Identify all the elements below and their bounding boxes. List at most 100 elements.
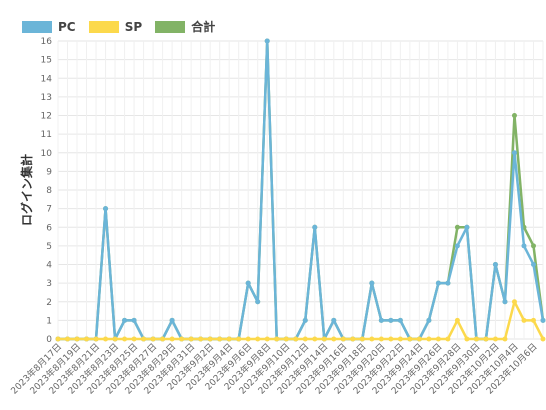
data-point-pc[interactable]	[511, 150, 517, 156]
legend-item-pc[interactable]: PC	[22, 16, 76, 35]
legend-swatch-total	[155, 20, 186, 33]
data-point-sp[interactable]	[435, 336, 441, 342]
data-point-sp[interactable]	[473, 336, 479, 342]
data-point-sp[interactable]	[445, 336, 451, 342]
data-point-sp[interactable]	[264, 336, 270, 342]
data-point-sp[interactable]	[207, 336, 213, 342]
data-point-sp[interactable]	[521, 317, 527, 323]
y-tick-label: 5	[46, 242, 52, 252]
data-point-sp[interactable]	[378, 336, 384, 342]
data-point-sp[interactable]	[84, 336, 90, 342]
data-point-sp[interactable]	[388, 336, 394, 342]
data-point-sp[interactable]	[169, 336, 175, 342]
data-point-pc[interactable]	[426, 317, 432, 323]
data-point-sp[interactable]	[188, 336, 194, 342]
data-point-sp[interactable]	[369, 336, 375, 342]
x-axis-ticks: 2023年8月17日2023年8月19日2023年8月21日2023年8月23日…	[8, 341, 539, 397]
data-point-total[interactable]	[454, 224, 460, 230]
data-point-pc[interactable]	[502, 299, 508, 305]
data-point-pc[interactable]	[103, 206, 109, 212]
data-point-sp[interactable]	[141, 336, 147, 342]
y-tick-label: 14	[41, 74, 53, 84]
data-point-sp[interactable]	[103, 336, 109, 342]
data-point-sp[interactable]	[426, 336, 432, 342]
data-point-pc[interactable]	[454, 243, 460, 249]
data-point-pc[interactable]	[122, 317, 128, 323]
data-point-sp[interactable]	[93, 336, 99, 342]
data-point-sp[interactable]	[283, 336, 289, 342]
data-point-total[interactable]	[511, 113, 517, 118]
data-point-pc[interactable]	[397, 317, 403, 323]
data-point-total[interactable]	[530, 243, 536, 249]
data-point-pc[interactable]	[312, 224, 318, 230]
data-point-pc[interactable]	[540, 317, 546, 323]
data-point-sp[interactable]	[492, 336, 498, 342]
data-point-pc[interactable]	[302, 317, 308, 323]
data-point-sp[interactable]	[397, 336, 403, 342]
data-point-sp[interactable]	[255, 336, 261, 342]
data-point-sp[interactable]	[65, 336, 71, 342]
data-point-pc[interactable]	[492, 262, 498, 267]
chart-legend: PC SP 合計	[22, 16, 223, 36]
data-point-sp[interactable]	[293, 336, 299, 342]
data-point-sp[interactable]	[179, 336, 185, 342]
data-point-sp[interactable]	[131, 336, 137, 342]
data-point-sp[interactable]	[217, 336, 223, 342]
data-point-sp[interactable]	[540, 336, 546, 342]
data-point-sp[interactable]	[236, 336, 242, 342]
data-point-pc[interactable]	[264, 38, 270, 44]
series-line-sp	[58, 300, 545, 341]
data-point-sp[interactable]	[407, 336, 413, 342]
y-tick-label: 10	[41, 149, 53, 159]
data-point-sp[interactable]	[150, 336, 156, 342]
y-tick-label: 4	[46, 261, 52, 271]
data-point-sp[interactable]	[198, 336, 204, 342]
data-point-sp[interactable]	[274, 336, 280, 342]
legend-label-total: 合計	[191, 20, 216, 34]
data-point-pc[interactable]	[388, 317, 394, 323]
data-point-sp[interactable]	[312, 336, 318, 342]
data-point-sp[interactable]	[511, 299, 517, 305]
data-point-sp[interactable]	[74, 336, 80, 342]
data-point-sp[interactable]	[502, 336, 508, 342]
data-point-pc[interactable]	[245, 280, 251, 286]
data-point-sp[interactable]	[331, 336, 337, 342]
y-tick-label: 8	[46, 186, 52, 196]
data-point-sp[interactable]	[226, 336, 232, 342]
data-point-pc[interactable]	[521, 243, 527, 249]
data-point-sp[interactable]	[359, 336, 365, 342]
data-point-pc[interactable]	[331, 317, 337, 323]
data-point-sp[interactable]	[245, 336, 251, 342]
data-point-pc[interactable]	[464, 224, 470, 230]
data-point-sp[interactable]	[112, 336, 118, 342]
y-tick-label: 11	[41, 130, 52, 140]
data-point-pc[interactable]	[369, 280, 375, 286]
data-point-sp[interactable]	[122, 336, 128, 342]
legend-item-sp[interactable]: SP	[88, 16, 142, 35]
y-tick-label: 15	[41, 56, 52, 66]
data-point-pc[interactable]	[530, 262, 536, 267]
y-tick-label: 12	[41, 112, 52, 122]
data-point-sp[interactable]	[55, 336, 61, 342]
data-point-sp[interactable]	[483, 336, 489, 342]
data-point-sp[interactable]	[416, 336, 422, 342]
series-line-pc	[58, 39, 545, 341]
data-point-pc[interactable]	[378, 317, 384, 323]
legend-item-total[interactable]: 合計	[155, 16, 215, 35]
data-point-sp[interactable]	[454, 317, 460, 323]
data-point-sp[interactable]	[321, 336, 327, 342]
data-point-pc[interactable]	[435, 280, 441, 286]
data-point-sp[interactable]	[160, 336, 166, 342]
data-point-pc[interactable]	[169, 317, 175, 323]
legend-swatch-sp	[88, 20, 119, 33]
data-point-sp[interactable]	[350, 336, 356, 342]
data-point-sp[interactable]	[340, 336, 346, 342]
data-point-sp[interactable]	[530, 317, 536, 323]
data-point-sp[interactable]	[464, 336, 470, 342]
y-tick-label: 6	[46, 223, 52, 233]
data-point-pc[interactable]	[131, 317, 137, 323]
data-point-sp[interactable]	[302, 336, 308, 342]
data-point-pc[interactable]	[255, 299, 261, 305]
data-point-pc[interactable]	[445, 280, 451, 286]
